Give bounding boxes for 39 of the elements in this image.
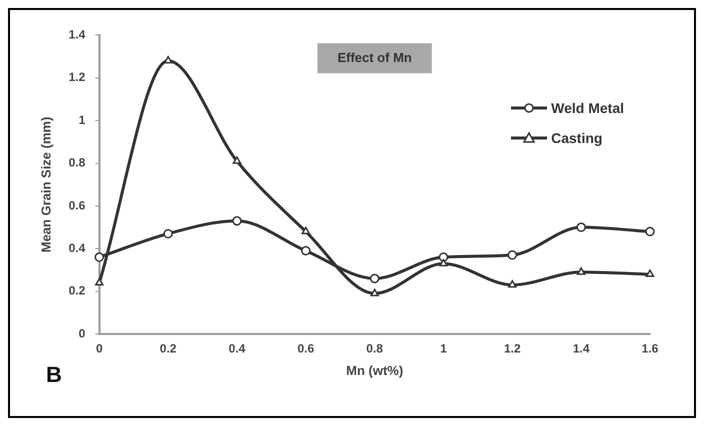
x-tick-label: 0: [96, 342, 103, 356]
x-tick-label: 1.2: [504, 342, 521, 356]
x-tick-label: 0.2: [160, 342, 177, 356]
point: [508, 250, 518, 260]
y-tick-label: 0: [78, 326, 86, 340]
x-tick-label: 0.6: [297, 342, 314, 356]
point: [576, 222, 586, 232]
point: [94, 252, 104, 262]
point: [508, 280, 517, 288]
y-tick-label: 0.4: [68, 240, 86, 255]
x-tick-label: 1.4: [572, 342, 590, 356]
x-tick-label: 0.4: [228, 342, 246, 356]
y-tick-label: 0.8: [68, 156, 86, 170]
point: [370, 274, 380, 284]
x-tick-label: 1: [440, 342, 448, 356]
point: [370, 288, 379, 296]
point: [645, 226, 655, 236]
y-tick-label: 1.2: [68, 70, 86, 84]
point: [232, 156, 242, 164]
point: [576, 267, 586, 275]
y-tick-label: 0.6: [68, 198, 86, 212]
y-tick-label: 1.4: [68, 28, 86, 42]
point: [163, 228, 173, 238]
point: [301, 246, 311, 256]
legend-label: Casting: [551, 130, 602, 146]
y-tick-label: 0.2: [68, 284, 86, 298]
text: B: [46, 362, 62, 388]
legend-label: Weld Metal: [551, 100, 624, 116]
annotation: Effect of Mn: [337, 50, 412, 65]
point: [232, 216, 242, 226]
y-tick-label: 1: [78, 112, 86, 127]
x-tick-label: 0.8: [366, 342, 384, 356]
point: [439, 258, 448, 266]
x-tick-label: 1.6: [642, 342, 659, 356]
x-axis-title: Mn (wt%): [346, 362, 404, 378]
point: [164, 56, 172, 64]
y-axis-title: Mean Grain Size (mm): [38, 116, 54, 253]
point: [302, 226, 310, 234]
point: [646, 269, 654, 277]
